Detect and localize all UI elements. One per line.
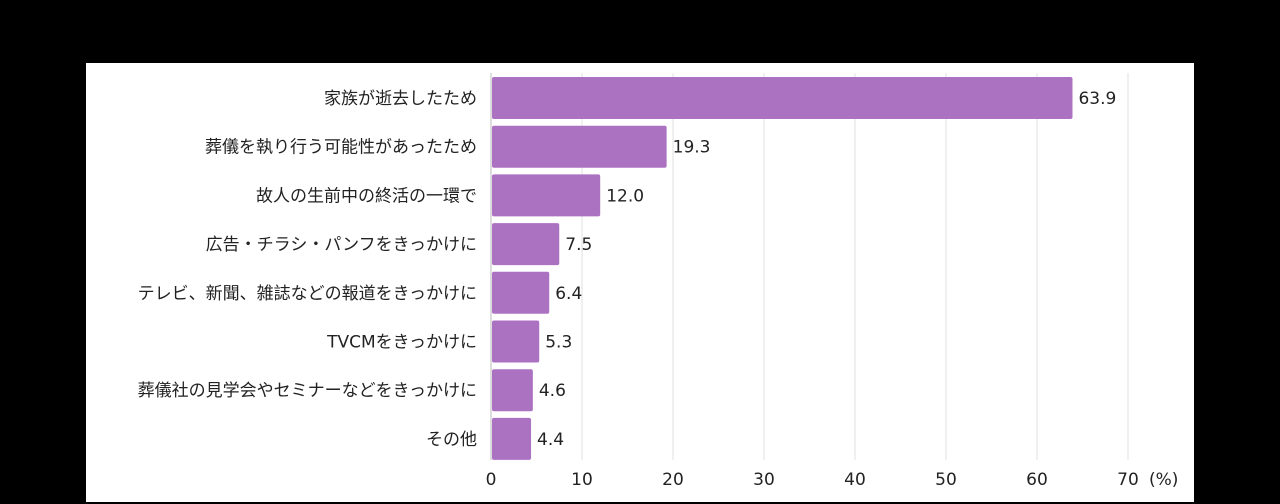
x-tick-label: 30 xyxy=(753,470,775,490)
data-label: 4.4 xyxy=(537,430,564,450)
data-label: 6.4 xyxy=(555,284,582,304)
x-tick-label: 40 xyxy=(844,470,866,490)
x-axis-unit-label: (%) xyxy=(1149,470,1178,490)
category-label: テレビ、新聞、雑誌などの報道をきっかけに xyxy=(138,284,477,304)
data-label: 63.9 xyxy=(1078,89,1116,109)
category-label: その他 xyxy=(426,430,477,450)
bars xyxy=(492,77,1073,460)
category-label: TVCMをきっかけに xyxy=(326,333,477,353)
bar xyxy=(492,320,540,363)
bar xyxy=(492,417,532,460)
category-label: 広告・チラシ・パンフをきっかけに xyxy=(206,235,477,255)
chart-panel: 家族が逝去したため葬儀を執り行う可能性があったため故人の生前中の終活の一環で広告… xyxy=(86,63,1194,502)
data-label: 7.5 xyxy=(565,235,592,255)
x-tick-label: 20 xyxy=(662,470,684,490)
x-tick-label: 50 xyxy=(935,470,957,490)
data-label: 12.0 xyxy=(606,186,644,206)
category-label: 葬儀社の見学会やセミナーなどをきっかけに xyxy=(138,381,477,401)
x-tick-label: 60 xyxy=(1026,470,1048,490)
bar xyxy=(492,77,1073,119)
data-label: 4.6 xyxy=(539,381,566,401)
data-label: 19.3 xyxy=(673,138,711,158)
value-labels: 63.9 19.3 12.0 7.5 6.4 5.3 4.6 4.4 xyxy=(537,89,1116,450)
category-label: 家族が逝去したため xyxy=(324,89,477,109)
category-label: 葬儀を執り行う可能性があったため xyxy=(205,138,477,158)
bar-chart: 家族が逝去したため葬儀を執り行う可能性があったため故人の生前中の終活の一環で広告… xyxy=(138,73,1178,490)
x-tick-label: 0 xyxy=(486,470,497,490)
bar xyxy=(492,369,533,412)
x-tick-label: 10 xyxy=(571,470,593,490)
category-label: 故人の生前中の終活の一環で xyxy=(256,186,477,206)
bar xyxy=(492,125,667,168)
bar xyxy=(492,174,601,217)
category-labels: 家族が逝去したため葬儀を執り行う可能性があったため故人の生前中の終活の一環で広告… xyxy=(138,89,477,450)
x-tick-label: 70 xyxy=(1117,470,1139,490)
data-label: 5.3 xyxy=(545,333,572,353)
bar xyxy=(492,223,560,266)
x-axis-ticks: 0 10 20 30 40 50 60 70 xyxy=(486,470,1139,490)
bar xyxy=(492,271,550,314)
